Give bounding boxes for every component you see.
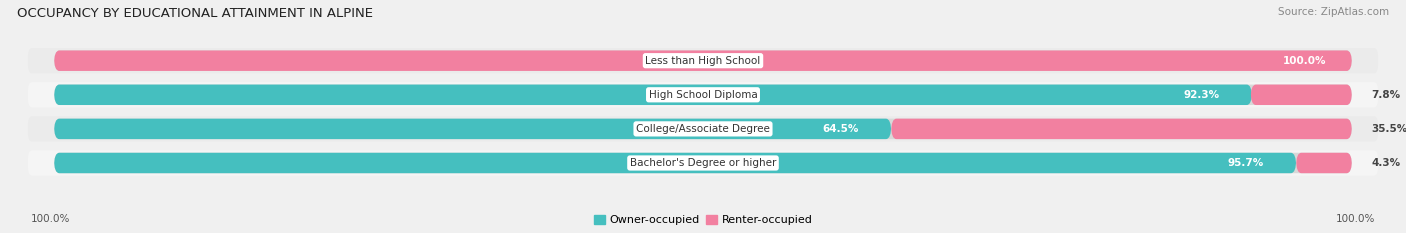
FancyBboxPatch shape	[28, 150, 1378, 176]
Text: 64.5%: 64.5%	[823, 124, 859, 134]
Text: 0.0%: 0.0%	[648, 56, 678, 66]
Text: Less than High School: Less than High School	[645, 56, 761, 66]
FancyBboxPatch shape	[53, 51, 1353, 71]
FancyBboxPatch shape	[28, 48, 1378, 73]
Text: Source: ZipAtlas.com: Source: ZipAtlas.com	[1278, 7, 1389, 17]
Text: 95.7%: 95.7%	[1227, 158, 1264, 168]
Text: Bachelor's Degree or higher: Bachelor's Degree or higher	[630, 158, 776, 168]
Text: College/Associate Degree: College/Associate Degree	[636, 124, 770, 134]
FancyBboxPatch shape	[53, 119, 891, 139]
Text: 92.3%: 92.3%	[1184, 90, 1219, 100]
FancyBboxPatch shape	[1251, 85, 1353, 105]
FancyBboxPatch shape	[1296, 153, 1353, 173]
Legend: Owner-occupied, Renter-occupied: Owner-occupied, Renter-occupied	[593, 215, 813, 225]
FancyBboxPatch shape	[891, 119, 1353, 139]
Text: OCCUPANCY BY EDUCATIONAL ATTAINMENT IN ALPINE: OCCUPANCY BY EDUCATIONAL ATTAINMENT IN A…	[17, 7, 373, 20]
FancyBboxPatch shape	[53, 153, 1296, 173]
Text: High School Diploma: High School Diploma	[648, 90, 758, 100]
FancyBboxPatch shape	[53, 153, 1353, 173]
Text: 100.0%: 100.0%	[1336, 214, 1375, 224]
FancyBboxPatch shape	[28, 116, 1378, 141]
Text: 100.0%: 100.0%	[31, 214, 70, 224]
Text: 100.0%: 100.0%	[1282, 56, 1326, 66]
Text: 35.5%: 35.5%	[1371, 124, 1406, 134]
Text: 4.3%: 4.3%	[1371, 158, 1400, 168]
FancyBboxPatch shape	[53, 119, 1353, 139]
FancyBboxPatch shape	[53, 85, 1353, 105]
FancyBboxPatch shape	[53, 51, 1353, 71]
Text: 7.8%: 7.8%	[1371, 90, 1400, 100]
FancyBboxPatch shape	[53, 85, 1251, 105]
FancyBboxPatch shape	[28, 82, 1378, 107]
